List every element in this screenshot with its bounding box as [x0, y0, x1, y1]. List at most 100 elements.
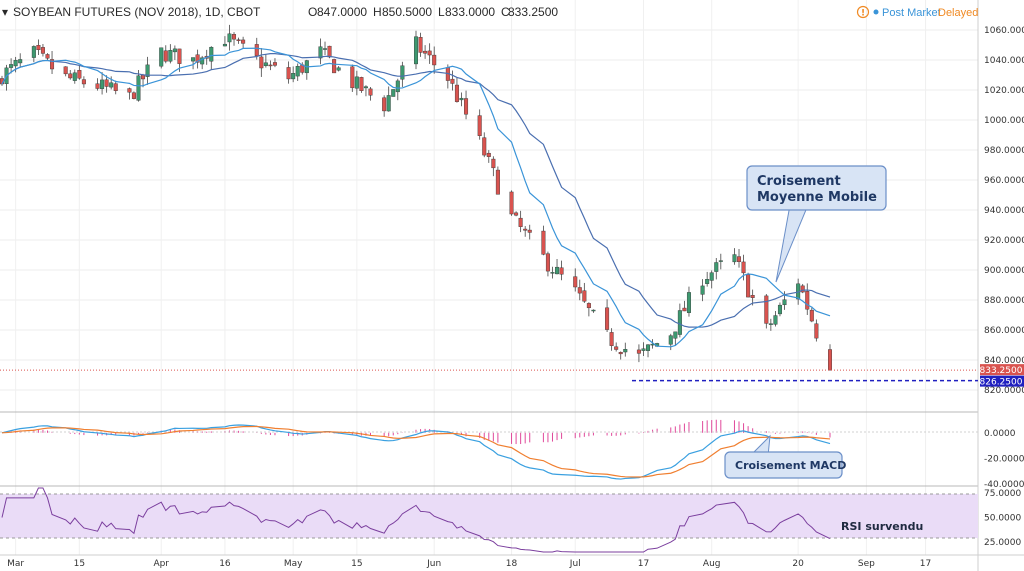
candle-body [668, 335, 673, 345]
candle-body [336, 67, 341, 71]
rsi-line [1, 487, 831, 553]
macd-axis-ticks: 0.0000 -20.0000 -40.0000 [984, 429, 1024, 490]
candle-body [232, 34, 237, 40]
candle-body [18, 59, 23, 64]
candle-body [682, 307, 687, 312]
price-tick-label: 920.0000 [984, 236, 1024, 246]
candle-body [159, 47, 164, 67]
date-tick-label: Jul [569, 559, 581, 569]
candle-body [768, 323, 773, 325]
candle-body [72, 72, 77, 81]
candle-body [418, 37, 423, 53]
candle-body [741, 261, 746, 274]
price-tick-label: 860.0000 [984, 326, 1024, 336]
ohlc-key-3: C [501, 5, 510, 19]
price-tick-label: 840.0000 [984, 356, 1024, 366]
candle-body [609, 332, 614, 346]
price-tick-label: 880.0000 [984, 296, 1024, 306]
candle-body [286, 67, 291, 80]
date-tick-label: Sep [858, 559, 875, 569]
candle-body [191, 57, 196, 62]
candle-body [172, 48, 177, 53]
candle-body [177, 48, 182, 64]
candle-body [50, 59, 55, 70]
candle-body [732, 254, 737, 263]
candle-body [100, 79, 105, 89]
rsi-tick-label: 50.0000 [984, 514, 1021, 524]
chart-header: ▾ SOYBEAN FUTURES (NOV 2018), 1D, CBOT O… [2, 5, 978, 19]
date-tick-label: May [284, 559, 303, 569]
ohlc-value-0: 847.0000 [317, 5, 367, 19]
market-status: Post Market [882, 7, 941, 19]
candle-body [40, 47, 45, 54]
date-tick-label: 18 [506, 559, 518, 569]
candle-body [636, 349, 641, 354]
date-tick-label: 15 [74, 559, 85, 569]
candle-body [686, 292, 691, 313]
symbol-title[interactable]: SOYBEAN FUTURES (NOV 2018), 1D, CBOT [13, 5, 261, 19]
price-tick-label: 1040.0000 [984, 56, 1024, 66]
candle-body [386, 95, 391, 112]
candle-body [104, 79, 109, 87]
status-dot-icon [873, 9, 879, 15]
candle-body [605, 307, 610, 330]
macd-tick-label: -40.0000 [984, 480, 1024, 490]
price-tick-label: 1020.0000 [984, 86, 1024, 96]
candle-body [450, 78, 455, 84]
date-tick-label: 17 [638, 559, 649, 569]
candle-body [673, 331, 678, 339]
candle-body [646, 344, 651, 351]
candle-body [777, 304, 782, 315]
candle-body [814, 323, 819, 339]
macd-tick-label: 0.0000 [984, 429, 1016, 439]
date-tick-label: Apr [153, 559, 169, 569]
candle-body [828, 349, 833, 371]
ma-fast-line [1, 47, 831, 348]
date-tick-label: Mar [7, 559, 24, 569]
candle-body [259, 56, 264, 69]
candle-body [545, 253, 550, 272]
candle-body [746, 274, 751, 298]
candle-body [809, 309, 814, 322]
price-tick-label: 1000.0000 [984, 116, 1024, 126]
candle-body [332, 59, 337, 74]
chevron-down-icon[interactable]: ▾ [2, 5, 8, 19]
candle-body [222, 43, 227, 47]
candle-body [400, 65, 405, 80]
candle-body [482, 137, 487, 156]
candle-body [141, 74, 146, 80]
candle-body [618, 352, 623, 355]
candle-body [591, 309, 596, 312]
candle-body [145, 64, 150, 77]
candle-body [77, 70, 82, 79]
candle-body [272, 62, 277, 66]
candle-body [764, 295, 769, 324]
candle-body [523, 228, 528, 231]
delayed-label: Delayed [938, 7, 978, 19]
candle-body [709, 272, 714, 281]
candle-body [577, 287, 582, 294]
candle-body [131, 92, 136, 99]
candle-body [454, 84, 459, 102]
macd-cross-label: Croisement MACD [735, 459, 846, 472]
candle-body [541, 230, 546, 255]
candle-body [350, 66, 355, 89]
candle-body [136, 75, 141, 101]
candle-body [491, 158, 496, 169]
support-badge: 826.2500 [980, 375, 1024, 388]
candle-body [382, 97, 387, 112]
candle-body [163, 50, 168, 62]
candle-body [109, 82, 114, 88]
candle-body [359, 77, 364, 91]
candle-body [509, 191, 514, 215]
candle-body [227, 33, 232, 43]
candle-body [432, 54, 437, 66]
candle-body [800, 285, 805, 293]
price-tick-label: 900.0000 [984, 266, 1024, 276]
info-icon-glyph: ! [861, 9, 865, 19]
candle-body [773, 315, 778, 325]
last-price-label: 833.2500 [980, 366, 1023, 376]
candle-body [559, 267, 564, 275]
info-icon[interactable] [856, 5, 870, 19]
